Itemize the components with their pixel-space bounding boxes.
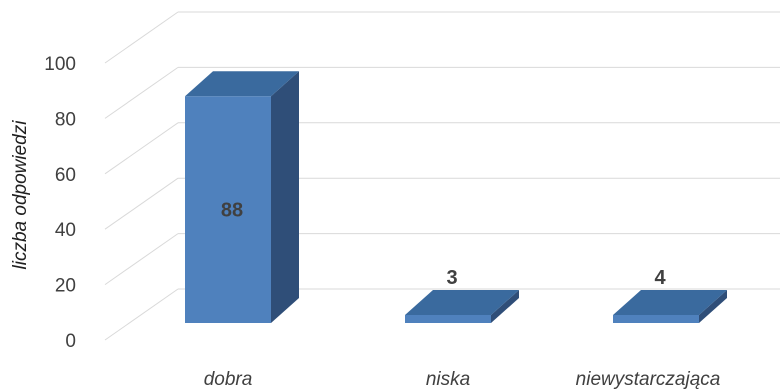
bar [613, 290, 727, 323]
data-label: 88 [221, 200, 243, 222]
y-tick-label: 0 [65, 331, 76, 352]
gridline-diagonal [104, 11, 179, 64]
gridline-diagonal [104, 177, 179, 230]
category-label: niewystarczająca [576, 369, 721, 390]
y-axis-title: liczba odpowiedzi [10, 120, 31, 270]
bars [185, 71, 727, 324]
bar [185, 71, 299, 324]
y-tick-label: 40 [55, 220, 76, 241]
y-axis-ticks: 0 20 40 60 80 100 [44, 54, 76, 352]
bar-front-face [405, 315, 491, 323]
bar-top-face [405, 290, 519, 315]
x-axis-categories: dobra niska niewystarczająca [204, 369, 721, 390]
bar-side-face [699, 290, 727, 323]
y-tick-label: 80 [55, 109, 76, 130]
data-label: 3 [446, 267, 457, 289]
data-label: 4 [654, 267, 666, 289]
bar-front-face [185, 96, 271, 324]
gridline-diagonal [104, 122, 179, 175]
y-tick-label: 60 [55, 165, 76, 186]
y-tick-label: 100 [44, 54, 76, 75]
data-labels: 88 3 4 [221, 200, 667, 289]
category-label: niska [426, 369, 470, 390]
bar-top-face [185, 71, 299, 97]
category-label: dobra [204, 369, 253, 390]
bar-side-face [491, 290, 519, 323]
bar-side-face [271, 71, 299, 324]
bar-front-face [613, 315, 699, 323]
bar-top-face [613, 290, 727, 315]
gridline-diagonal [104, 288, 179, 341]
gridline-diagonal [104, 66, 179, 119]
bar [405, 290, 519, 323]
y-tick-label: 20 [55, 276, 76, 297]
gridline-diagonal [104, 233, 179, 286]
